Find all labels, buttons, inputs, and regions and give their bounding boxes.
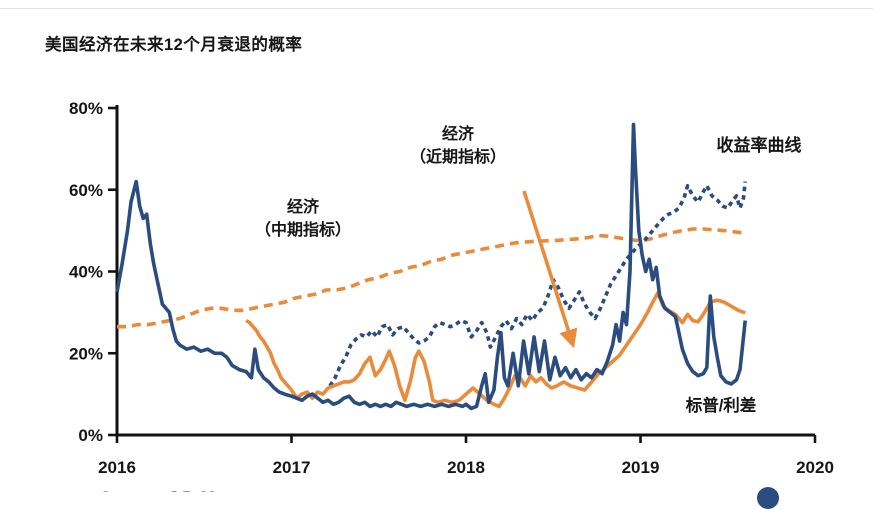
x-tick-label: 2018	[447, 458, 485, 477]
x-tick-label: 2019	[622, 458, 660, 477]
x-tick-label: 2020	[796, 458, 834, 477]
partial-logo-circle	[757, 487, 779, 509]
series-line	[245, 291, 746, 409]
recession-probability-chart: 0% 20% 40% 60% 80% 2016 2017 2018 2019 2020	[69, 99, 834, 477]
annotation-near-term-label: 经济 （近期指标）	[378, 123, 538, 169]
annotation-mid-term-line1: 经济	[286, 199, 319, 216]
annotation-sp-spread-label: 标普/利差	[685, 397, 757, 415]
series-lines	[115, 122, 747, 411]
y-tick-label: 0%	[78, 426, 103, 445]
top-divider	[0, 8, 873, 9]
y-tick-label: 40%	[69, 263, 103, 282]
source-text-clipped: Source: J.P. Morgan	[100, 486, 420, 492]
annotation-mid-term-line2: （中期指标）	[254, 222, 351, 240]
series-line	[115, 122, 747, 411]
axes: 0% 20% 40% 60% 80% 2016 2017 2018 2019 2020	[69, 99, 834, 477]
series-line	[117, 227, 746, 329]
annotation-yield-curve-label: 收益率曲线	[716, 136, 802, 155]
annotation-arrow	[522, 190, 578, 349]
series-line	[328, 181, 747, 387]
annotation-near-term-line1: 经济	[441, 126, 474, 143]
page: { "footer": { "source_partial": "Source:…	[0, 8, 873, 509]
chart-title: 美国经济在未来12个月衰退的概率	[45, 36, 303, 54]
y-tick-label: 60%	[69, 181, 103, 200]
annotation-mid-term-label: 经济 （中期指标）	[222, 196, 384, 242]
x-tick-label: 2017	[273, 458, 311, 477]
y-tick-label: 80%	[69, 99, 103, 118]
y-tick-label: 20%	[69, 344, 103, 363]
annotation-near-term-line2: （近期指标）	[409, 149, 506, 167]
x-tick-label: 2016	[98, 458, 136, 477]
